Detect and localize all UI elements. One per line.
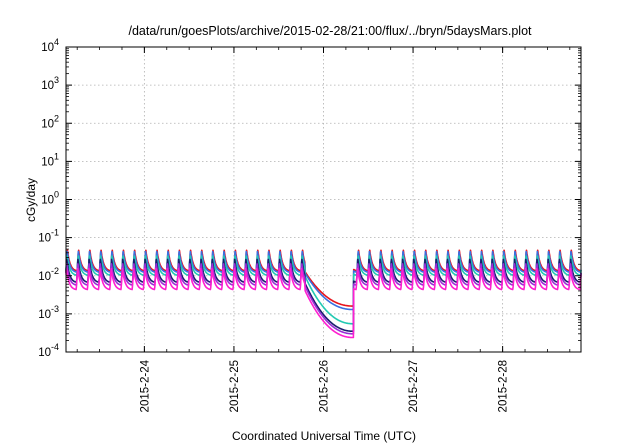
series-line [65, 255, 582, 325]
chart-title: /data/run/goesPlots/archive/2015-02-28/2… [128, 24, 532, 38]
series-line [65, 258, 582, 333]
y-tick-label: 104 [41, 37, 59, 54]
series-line [65, 267, 582, 339]
series-group [65, 249, 582, 339]
x-tick-label: 2015-2-28 [498, 360, 510, 412]
y-tick-label: 10-2 [38, 266, 59, 283]
y-tick-label: 103 [41, 75, 59, 92]
y-tick-label: 10-1 [38, 228, 59, 245]
x-tick-label: 2015-2-26 [319, 360, 331, 412]
x-tick-label: 2015-2-27 [408, 360, 420, 412]
y-axis: 10-4 10-3 10-2 10-1 100 101 102 103 104 [38, 37, 581, 359]
y-tick-label: 10-3 [38, 304, 59, 321]
series-line [65, 250, 582, 311]
x-axis-label: Coordinated Universal Time (UTC) [232, 429, 416, 443]
y-tick-label: 10-4 [38, 342, 59, 359]
y-axis-label: cGy/day [24, 178, 38, 222]
x-axis: 2015-2-24 2015-2-25 2015-2-26 2015-2-27 2015… [76, 47, 571, 412]
x-tick-label: 2015-2-25 [229, 360, 241, 412]
y-tick-label: 102 [41, 113, 59, 130]
y-tick-label: 100 [41, 190, 59, 207]
series-line [65, 263, 582, 335]
y-tick-label: 101 [41, 151, 59, 168]
x-tick-label: 2015-2-24 [139, 359, 151, 412]
